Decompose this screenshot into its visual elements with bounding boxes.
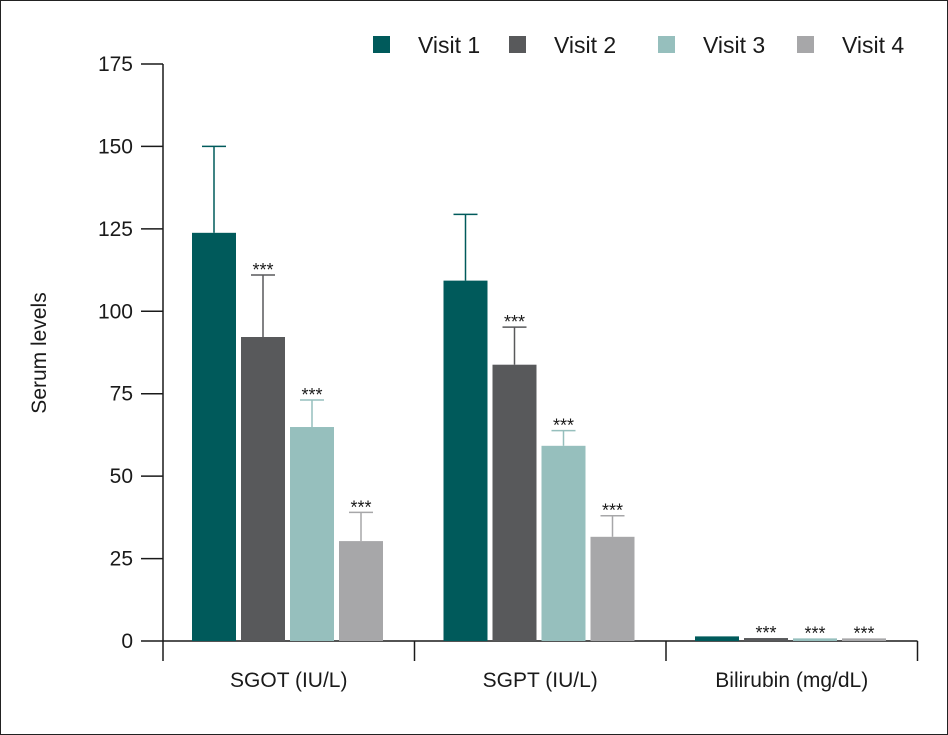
bar [339,541,383,641]
legend-label: Visit 3 [703,32,765,58]
legend: Visit 1 Visit 2 Visit 3 Visit 4 [373,32,904,58]
legend-swatch [797,36,814,53]
legend-label: Visit 4 [842,32,904,58]
y-tick-label: 125 [98,218,133,241]
bar [541,445,586,641]
bar [443,280,488,641]
bar [590,536,635,641]
legend-label: Visit 2 [554,32,616,58]
significance-label: *** [301,385,322,405]
bar [695,636,739,641]
significance-label: *** [350,497,371,517]
bar [793,638,837,641]
x-tick-label: SGPT (IU/L) [483,669,598,692]
legend-label: Visit 1 [418,32,480,58]
bar [192,232,236,641]
y-tick-label: 0 [121,630,133,653]
significance-label: *** [252,260,273,280]
legend-swatch [509,36,526,53]
y-tick-label: 175 [98,53,133,76]
legend-swatch [658,36,675,53]
legend-swatch [373,36,390,53]
y-tick-label: 50 [110,465,133,488]
y-axis: 0 25 50 75 100 125 150 175 [98,53,164,653]
x-tick-label: Bilirubin (mg/dL) [715,669,868,692]
significance-label: *** [853,623,874,643]
significance-label: *** [804,623,825,643]
bar [290,427,334,641]
significance-label: *** [602,501,623,521]
y-tick-label: 100 [98,300,133,323]
significance-label: *** [504,312,525,332]
x-axis: SGOT (IU/L) SGPT (IU/L) Bilirubin (mg/dL) [162,640,919,692]
y-tick-label: 25 [110,548,133,571]
bar [842,638,886,641]
bars: *** *** *** *** *** *** *** *** *** [192,145,886,643]
x-tick-label: SGOT (IU/L) [230,669,347,692]
y-tick-label: 150 [98,135,133,158]
y-tick-label: 75 [110,383,133,406]
bar [241,337,285,641]
bar [492,364,537,641]
significance-label: *** [755,623,776,643]
bar [744,638,788,641]
significance-label: *** [553,416,574,436]
y-axis-title: Serum levels [28,292,51,413]
